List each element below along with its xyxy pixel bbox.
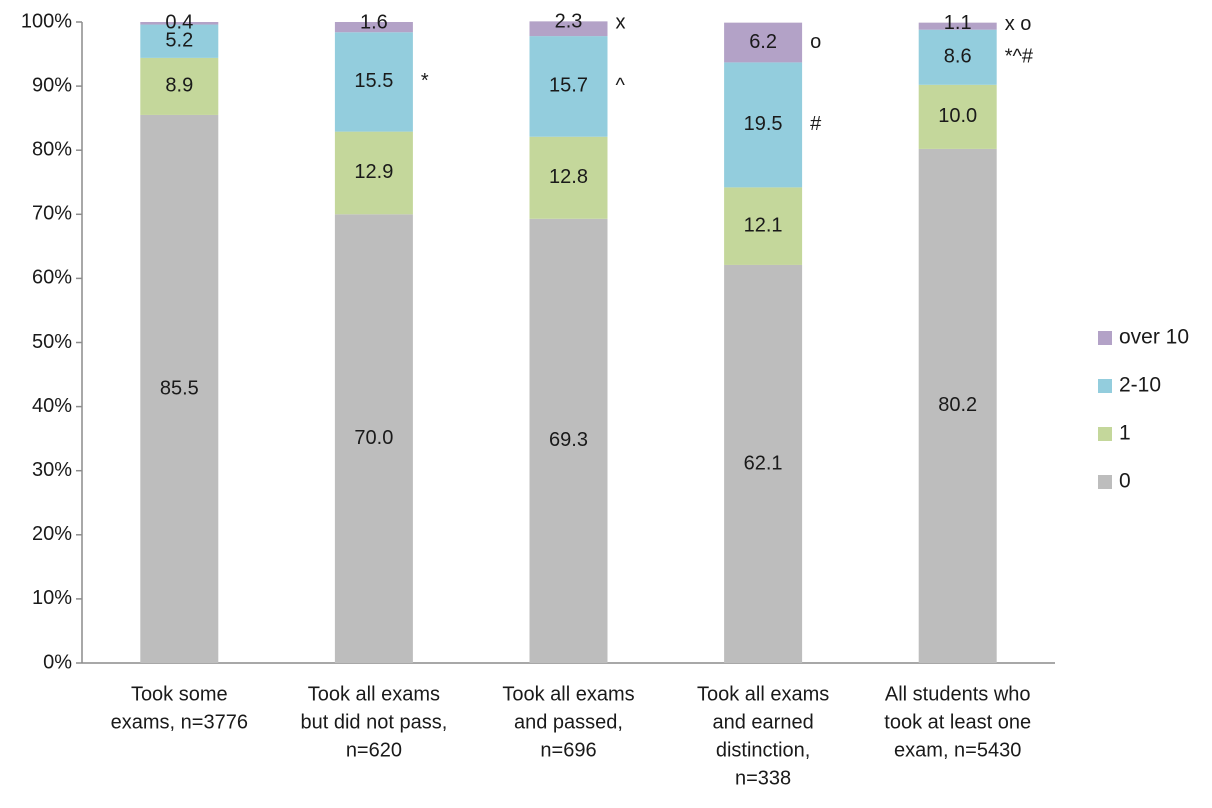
bar-segment bbox=[140, 57, 219, 115]
data-label: 1.6 bbox=[360, 11, 388, 33]
y-tick-label: 30% bbox=[32, 459, 72, 481]
bar-segment bbox=[724, 187, 803, 265]
significance-marker: x o bbox=[1005, 13, 1032, 35]
y-tick-label: 70% bbox=[32, 203, 72, 225]
significance-marker: *^# bbox=[1005, 46, 1034, 68]
bar-segment bbox=[140, 22, 219, 25]
legend-label: 2-10 bbox=[1119, 374, 1161, 397]
y-tick-label: 10% bbox=[32, 587, 72, 609]
significance-marker: ^ bbox=[616, 75, 626, 97]
data-label: 8.6 bbox=[944, 46, 972, 68]
legend-swatch bbox=[1098, 379, 1112, 393]
bar-segment bbox=[334, 32, 413, 132]
legend-label: 0 bbox=[1119, 470, 1131, 493]
legend-label: over 10 bbox=[1119, 326, 1189, 349]
x-category-label: n=620 bbox=[346, 739, 402, 761]
bar-segment bbox=[529, 21, 608, 37]
legend-swatch bbox=[1098, 331, 1112, 345]
y-tick-label: 80% bbox=[32, 138, 72, 160]
x-category-label: n=338 bbox=[735, 767, 791, 789]
bar-segment bbox=[140, 114, 219, 663]
bar-segment bbox=[334, 131, 413, 215]
bar-segment bbox=[918, 148, 997, 664]
x-category-label: All students who bbox=[885, 683, 1031, 705]
bar-segment bbox=[918, 84, 997, 149]
data-label: 0.4 bbox=[165, 11, 193, 33]
data-label: 19.5 bbox=[744, 113, 783, 135]
data-label: 69.3 bbox=[549, 429, 588, 451]
data-label: 6.2 bbox=[749, 31, 777, 53]
x-category-label: and earned bbox=[712, 711, 813, 733]
y-tick-label: 60% bbox=[32, 267, 72, 289]
significance-marker: x bbox=[616, 12, 626, 34]
x-category-label: Took all exams bbox=[502, 683, 634, 705]
x-category-label: Took all exams bbox=[308, 683, 440, 705]
x-category-label: n=696 bbox=[540, 739, 596, 761]
x-category-label: and passed, bbox=[514, 711, 623, 733]
data-label: 15.7 bbox=[549, 75, 588, 97]
x-category-label: exam, n=5430 bbox=[894, 739, 1021, 761]
bar-segment bbox=[724, 62, 803, 188]
x-category-label: but did not pass, bbox=[301, 711, 448, 733]
bar-segment bbox=[334, 22, 413, 33]
significance-marker: # bbox=[810, 113, 822, 135]
bar-segment bbox=[724, 264, 803, 663]
data-label: 10.0 bbox=[938, 105, 977, 127]
data-label: 8.9 bbox=[165, 75, 193, 97]
data-label: 70.0 bbox=[354, 427, 393, 449]
y-tick-label: 90% bbox=[32, 74, 72, 96]
bar-segment bbox=[918, 22, 997, 30]
y-tick-label: 50% bbox=[32, 331, 72, 353]
x-category-label: took at least one bbox=[884, 711, 1031, 733]
bar-segment bbox=[140, 24, 219, 58]
data-label: 12.1 bbox=[744, 214, 783, 236]
x-category-label: distinction, bbox=[716, 739, 811, 761]
bar-segment bbox=[529, 36, 608, 137]
data-label: 1.1 bbox=[944, 12, 972, 34]
x-category-label: exams, n=3776 bbox=[111, 711, 248, 733]
legend-swatch bbox=[1098, 475, 1112, 489]
significance-marker: * bbox=[421, 70, 429, 92]
bar-segment bbox=[334, 214, 413, 664]
data-label: 15.5 bbox=[354, 70, 393, 92]
bar-segment bbox=[529, 218, 608, 664]
data-label: 85.5 bbox=[160, 377, 199, 399]
y-tick-label: 0% bbox=[43, 651, 72, 673]
data-label: 5.2 bbox=[165, 30, 193, 52]
bar-segment bbox=[918, 29, 997, 85]
x-category-label: Took some bbox=[131, 683, 228, 705]
data-label: 62.1 bbox=[744, 452, 783, 474]
data-label: 80.2 bbox=[938, 394, 977, 416]
x-category-label: Took all exams bbox=[697, 683, 829, 705]
significance-marker: o bbox=[810, 31, 821, 53]
y-tick-label: 100% bbox=[21, 10, 72, 32]
data-label: 12.8 bbox=[549, 166, 588, 188]
legend-label: 1 bbox=[1119, 422, 1131, 445]
legend-swatch bbox=[1098, 427, 1112, 441]
data-label: 12.9 bbox=[354, 161, 393, 183]
y-tick-label: 20% bbox=[32, 523, 72, 545]
bar-segment bbox=[529, 136, 608, 219]
y-tick-label: 40% bbox=[32, 395, 72, 417]
data-label: 2.3 bbox=[555, 11, 583, 33]
bar-segment bbox=[724, 22, 803, 63]
